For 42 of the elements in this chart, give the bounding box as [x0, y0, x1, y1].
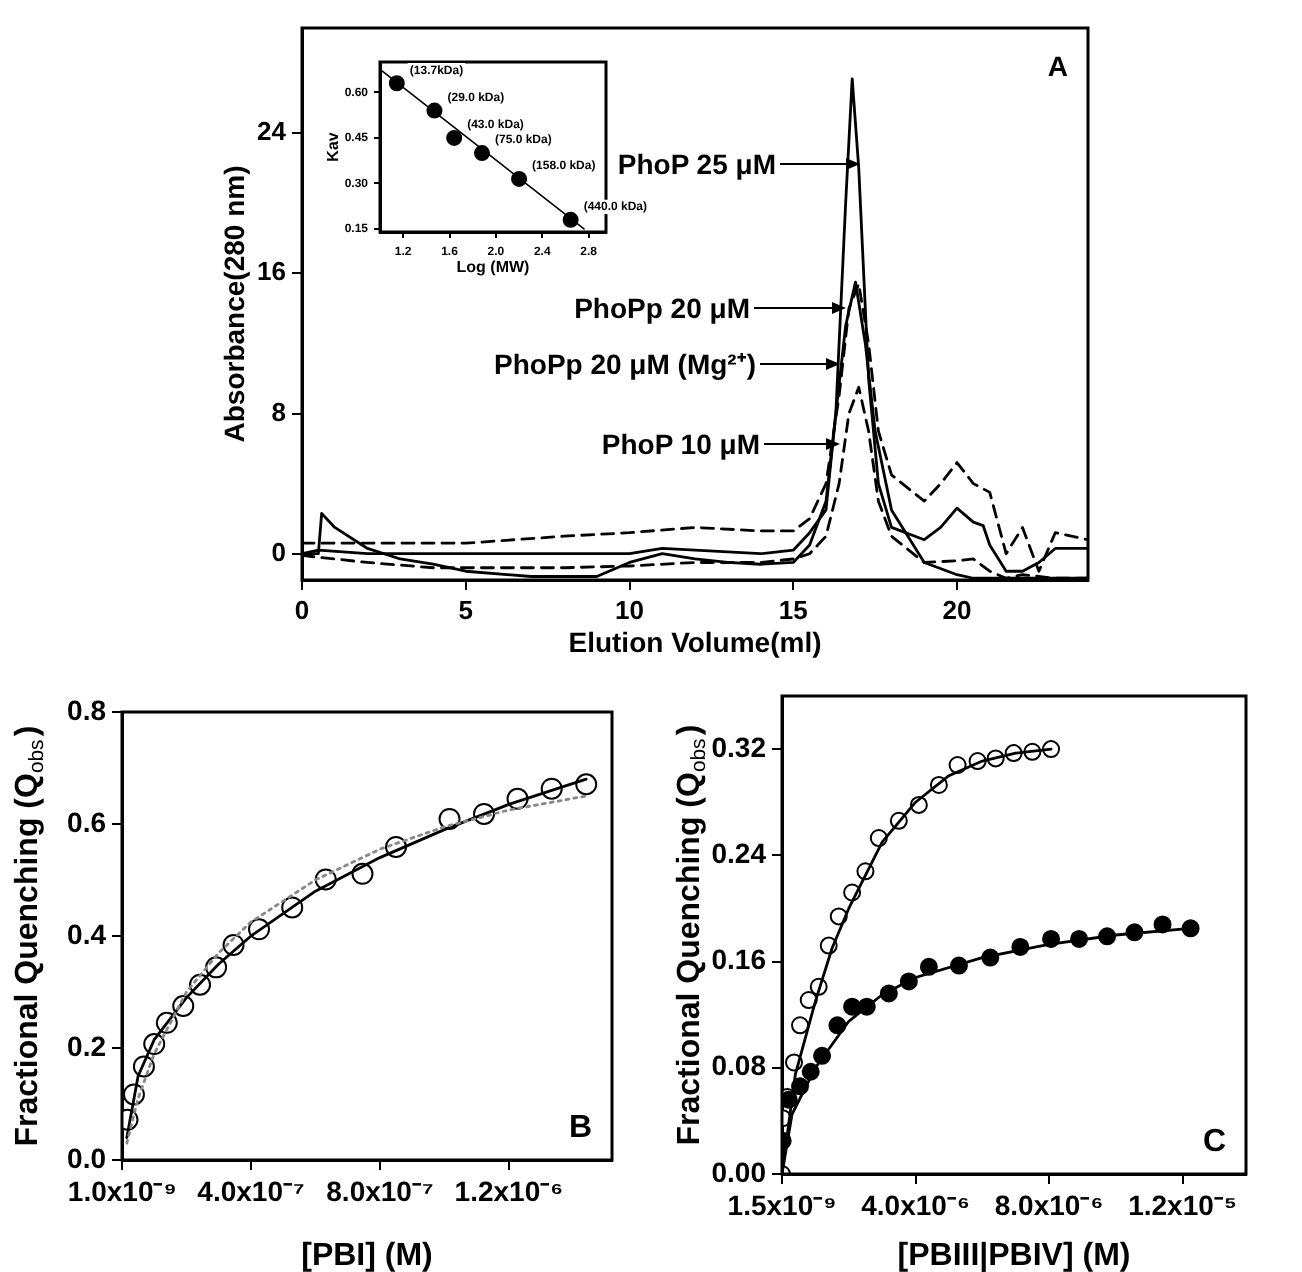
x-tick-label: 0: [294, 594, 310, 625]
y-tick-label: 0.32: [711, 730, 767, 763]
y-tick-label: 0.4: [67, 917, 107, 950]
x-tick-label: 1.2x10⁻⁵: [1128, 1188, 1237, 1221]
x-tick-label: 4.0x10⁻⁷: [197, 1174, 305, 1207]
y-tick-label: 0.8: [67, 693, 107, 726]
x-tick-label: 20: [942, 594, 972, 625]
x-tick-label: 4.0x10⁻⁶: [861, 1188, 970, 1221]
x-tick-label: 8.0x10⁻⁷: [326, 1174, 434, 1207]
y-tick-label: 8: [271, 396, 286, 427]
y-axis-title: Fractional Quenching (Qobs): [10, 725, 50, 1147]
x-axis-title: Elution Volume(ml): [568, 625, 822, 658]
x-axis-title: [PBIII|PBIV] (M): [897, 1238, 1131, 1272]
x-tick-label: 15: [778, 594, 808, 625]
y-tick-label: 0.0: [67, 1141, 107, 1174]
annotation: A: [1047, 49, 1069, 82]
y-tick-label: 24: [257, 116, 288, 147]
x-tick-label: 5: [458, 594, 473, 625]
x-tick-label: 8.0x10⁻⁶: [994, 1188, 1104, 1221]
x-tick-label: 10: [615, 594, 644, 625]
annotation: B: [568, 1110, 593, 1145]
y-tick-label: 16: [257, 256, 286, 287]
y-tick-label: 0.16: [711, 943, 767, 976]
x-tick-label: 1.5x10⁻⁹: [727, 1188, 837, 1221]
y-tick-label: 0.08: [711, 1049, 767, 1082]
y-tick-label: 0.24: [711, 837, 767, 870]
x-tick-label: 1.2x10⁻⁶: [454, 1174, 564, 1207]
annotation: PhoPp 20 μM: [574, 292, 750, 324]
annotation: C: [1202, 1124, 1227, 1159]
annotation: PhoP 10 μM: [601, 428, 760, 460]
y-tick-label: 0: [271, 536, 286, 567]
annotation: PhoP 25 μM: [617, 148, 776, 180]
y-tick-label: 0.00: [711, 1155, 767, 1188]
y-axis-title: Fractional Quenching (Qobs): [672, 724, 712, 1146]
y-tick-label: 0.6: [67, 805, 107, 838]
x-axis-title: Log (MW): [456, 258, 531, 277]
x-axis-title: [PBI] (M): [301, 1238, 433, 1272]
y-axis-title: Kav: [324, 131, 343, 162]
annotation: PhoPp 20 μM (Mg²⁺): [494, 348, 756, 380]
y-axis-title: Absorbance(280 nm): [217, 165, 250, 443]
x-tick-label: 1.0x10⁻⁹: [67, 1174, 177, 1207]
y-tick-label: 0.2: [67, 1029, 107, 1062]
